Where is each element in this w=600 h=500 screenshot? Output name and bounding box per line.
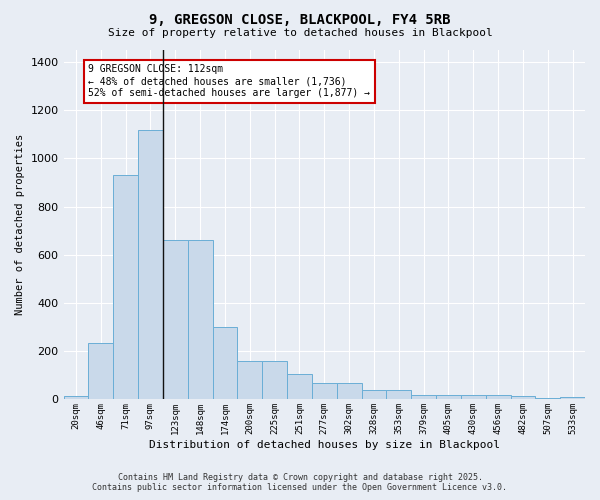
Text: 9 GREGSON CLOSE: 112sqm
← 48% of detached houses are smaller (1,736)
52% of semi: 9 GREGSON CLOSE: 112sqm ← 48% of detache…: [88, 64, 370, 98]
Bar: [287, 374, 312, 400]
Bar: [560, 397, 585, 400]
Bar: [436, 394, 461, 400]
Bar: [511, 396, 535, 400]
Bar: [535, 398, 560, 400]
Bar: [362, 390, 386, 400]
Bar: [312, 383, 337, 400]
Bar: [262, 361, 287, 400]
Text: Size of property relative to detached houses in Blackpool: Size of property relative to detached ho…: [107, 28, 493, 38]
Text: Contains HM Land Registry data © Crown copyright and database right 2025.
Contai: Contains HM Land Registry data © Crown c…: [92, 473, 508, 492]
Text: 9, GREGSON CLOSE, BLACKPOOL, FY4 5RB: 9, GREGSON CLOSE, BLACKPOOL, FY4 5RB: [149, 12, 451, 26]
Bar: [238, 361, 262, 400]
Bar: [212, 327, 238, 400]
Bar: [163, 240, 188, 400]
Bar: [88, 343, 113, 400]
Bar: [188, 240, 212, 400]
Bar: [138, 130, 163, 400]
Bar: [485, 394, 511, 400]
Bar: [64, 396, 88, 400]
Bar: [411, 394, 436, 400]
Y-axis label: Number of detached properties: Number of detached properties: [15, 134, 25, 316]
Bar: [113, 176, 138, 400]
Bar: [386, 390, 411, 400]
Bar: [461, 394, 485, 400]
X-axis label: Distribution of detached houses by size in Blackpool: Distribution of detached houses by size …: [149, 440, 500, 450]
Bar: [337, 383, 362, 400]
